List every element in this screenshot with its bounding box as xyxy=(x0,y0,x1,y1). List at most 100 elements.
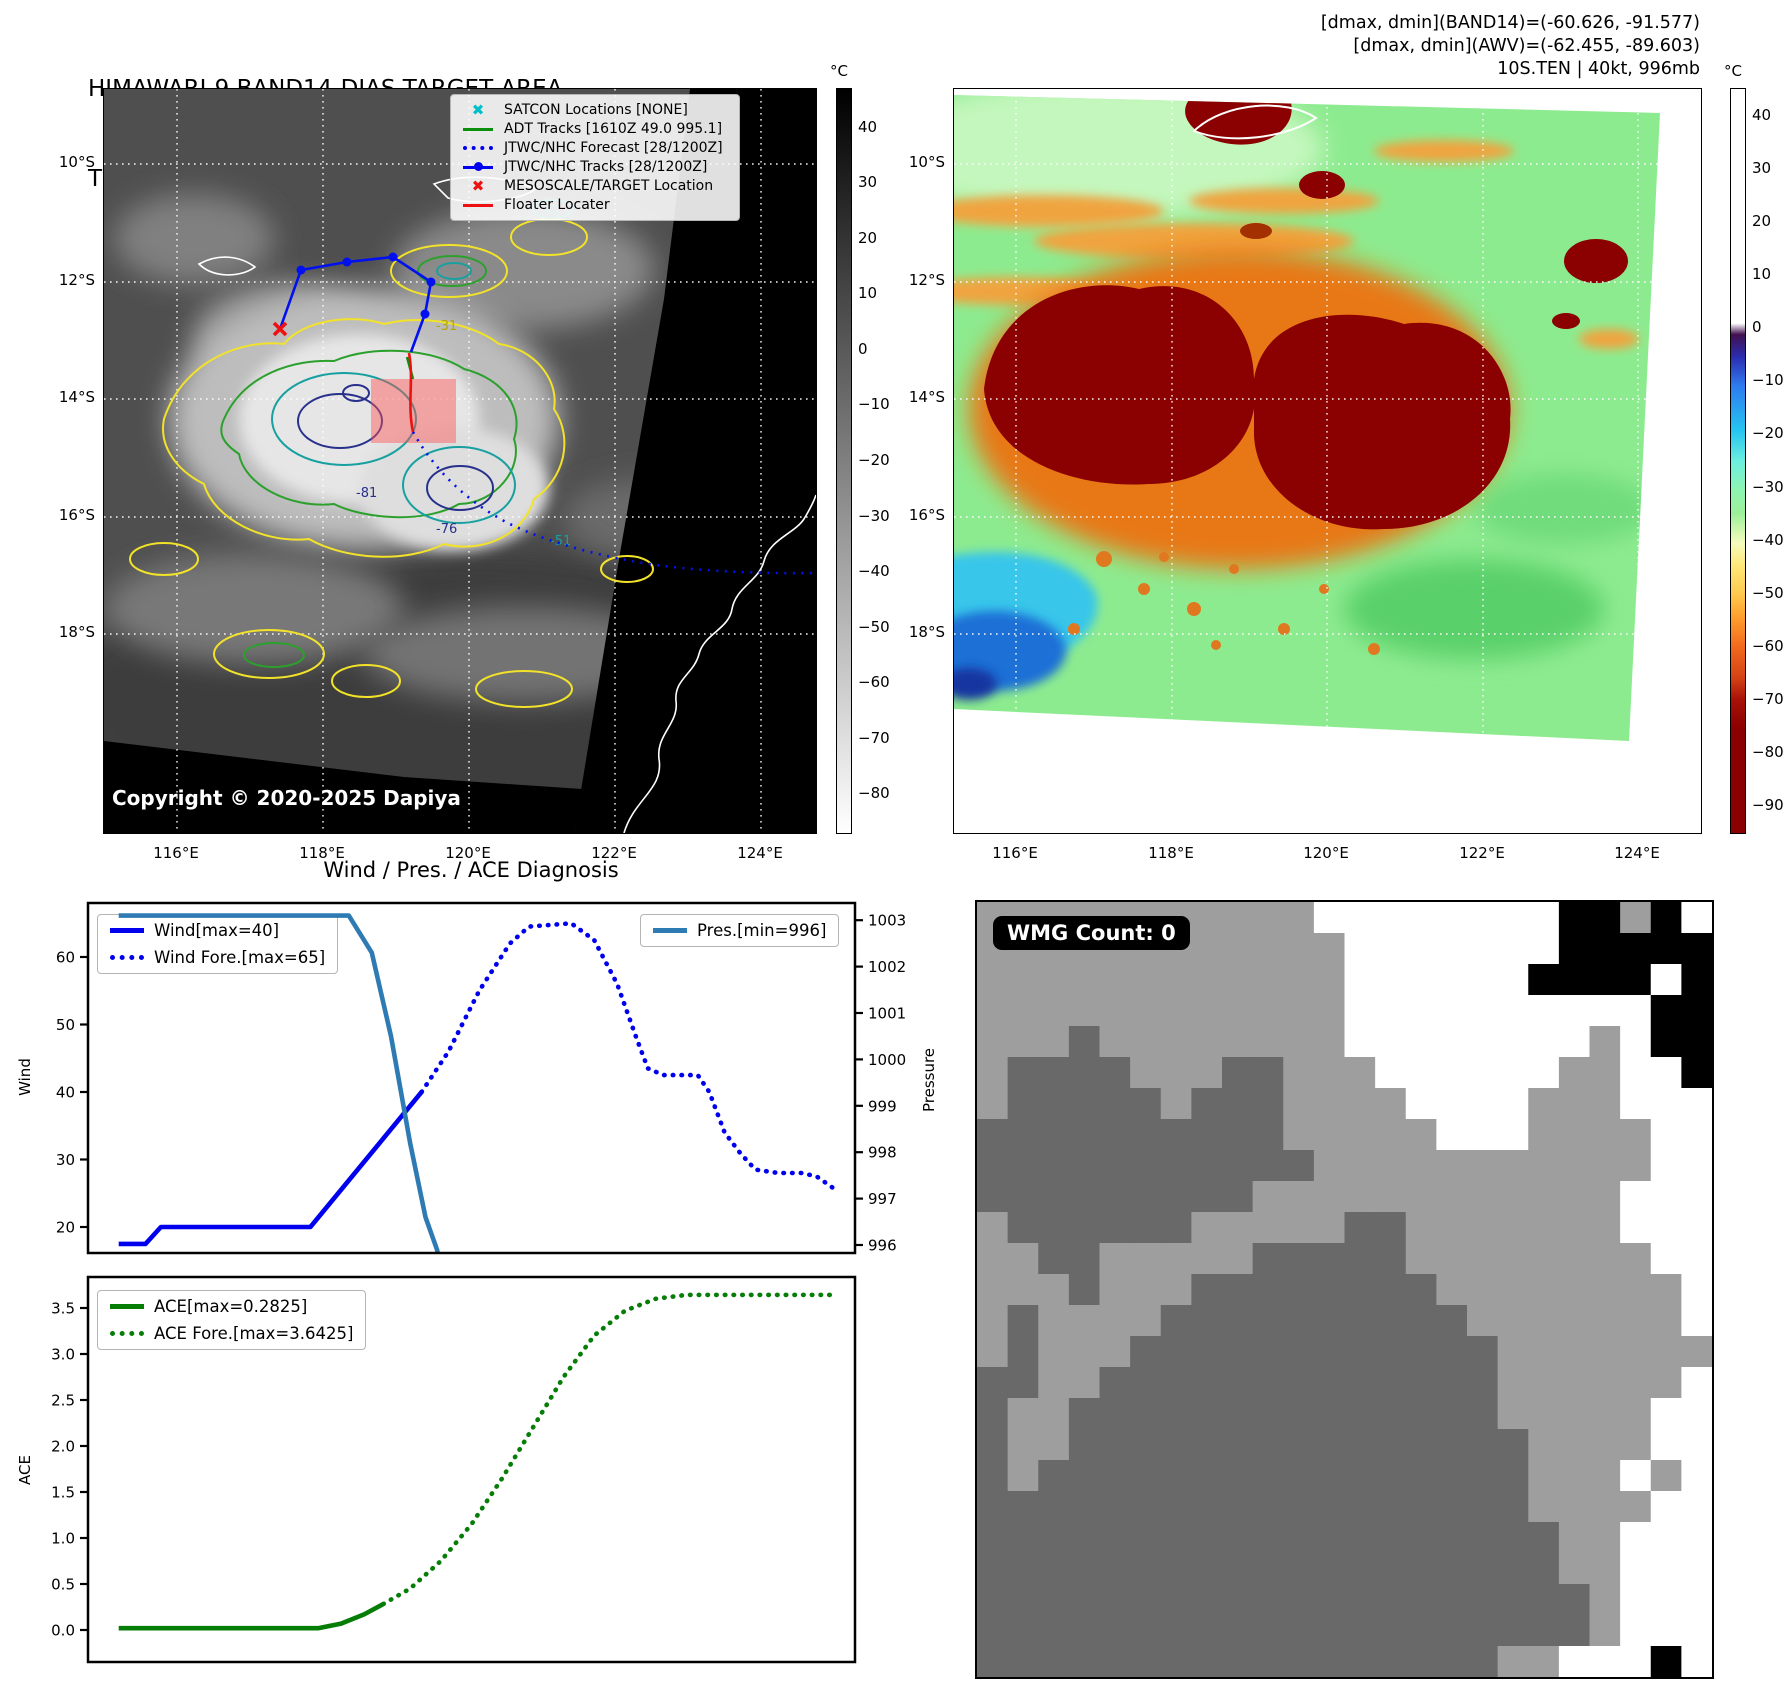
awv-colorbar xyxy=(1730,88,1746,834)
temperature-contours xyxy=(129,199,654,708)
legend-label: Floater Locater xyxy=(504,197,610,213)
lat-tick-label: 18°S xyxy=(58,623,95,641)
lat-tick-label: 14°S xyxy=(908,388,945,406)
line-sample-icon xyxy=(110,1304,144,1309)
legend-item: JTWC/NHC Forecast [28/1200Z] xyxy=(461,140,729,156)
lat-tick-label: 10°S xyxy=(58,153,95,171)
svg-text:ACE: ACE xyxy=(16,1455,34,1485)
svg-text:2.0: 2.0 xyxy=(51,1438,75,1456)
svg-text:3.5: 3.5 xyxy=(51,1300,75,1318)
pressure-legend: Pres.[min=996] xyxy=(640,914,840,947)
contour-navy xyxy=(297,384,494,511)
band14-colorbar xyxy=(836,88,852,834)
wind-legend: Wind[max=40] Wind Fore.[max=65] xyxy=(97,914,339,974)
svg-text:0.0: 0.0 xyxy=(51,1622,75,1640)
colorbar-tick-label: 10 xyxy=(1752,265,1772,283)
svg-text:0.5: 0.5 xyxy=(51,1576,75,1594)
colorbar-tick-label: −70 xyxy=(858,728,890,747)
wmg-grid xyxy=(977,902,1712,1677)
svg-text:50: 50 xyxy=(56,1016,75,1034)
colorbar-tick-label: −40 xyxy=(1752,530,1784,549)
awv-map-canvas xyxy=(954,89,1701,833)
contour-label: -76 xyxy=(436,522,457,537)
legend-label: JTWC/NHC Tracks [28/1200Z] xyxy=(504,159,708,175)
colorbar-tick-label: 10 xyxy=(858,284,878,303)
legend-item: Floater Locater xyxy=(461,197,729,213)
colorbar-tick-label: −20 xyxy=(858,451,890,469)
ace-legend: ACE[max=0.2825] ACE Fore.[max=3.6425] xyxy=(97,1290,367,1350)
lon-tick-label: 124°E xyxy=(737,844,783,862)
legend-label: MESOSCALE/TARGET Location xyxy=(504,178,714,194)
colorbar-tick-label: −50 xyxy=(1752,583,1784,602)
colorbar-tick-label: −30 xyxy=(1752,477,1784,496)
colorbar-tick-label: −60 xyxy=(858,673,890,692)
svg-text:60: 60 xyxy=(56,949,75,967)
contour-yellow xyxy=(129,218,654,708)
contour-label: -51 xyxy=(550,534,571,549)
legend-item: Wind[max=40] xyxy=(110,921,325,940)
line-sample-icon xyxy=(461,203,495,207)
colorbar-tick-label: −80 xyxy=(1752,743,1784,762)
lon-tick-label: 120°E xyxy=(445,844,491,862)
wmg-panel: WMG Count: 0 xyxy=(975,900,1714,1679)
line-sample-icon xyxy=(461,162,495,171)
legend-item: ACE Fore.[max=3.6425] xyxy=(110,1324,353,1343)
svg-text:Wind: Wind xyxy=(16,1058,34,1096)
legend-item: ✖ MESOSCALE/TARGET Location xyxy=(461,178,729,194)
cold-cloud-cores xyxy=(984,95,1628,530)
svg-text:997: 997 xyxy=(868,1190,897,1208)
colorbar-tick-label: 0 xyxy=(858,339,868,358)
grid-lines xyxy=(954,89,1701,833)
wmg-count-badge: WMG Count: 0 xyxy=(993,916,1190,950)
colorbar-tick-label: −10 xyxy=(858,395,890,414)
svg-text:996: 996 xyxy=(868,1237,897,1255)
svg-text:1.0: 1.0 xyxy=(51,1530,75,1548)
legend-item: JTWC/NHC Tracks [28/1200Z] xyxy=(461,159,729,175)
band14-legend: ✖ SATCON Locations [NONE] ADT Tracks [1610… xyxy=(450,94,740,221)
colorbar-tick-label: 20 xyxy=(1752,211,1772,230)
colorbar-tick-label: −40 xyxy=(858,562,890,581)
line-sample-icon xyxy=(110,928,144,933)
lon-tick-label: 116°E xyxy=(153,844,199,862)
legend-item: ACE[max=0.2825] xyxy=(110,1297,353,1316)
svg-text:30: 30 xyxy=(56,1151,75,1169)
lon-tick-label: 122°E xyxy=(591,844,637,862)
legend-label: ACE[max=0.2825] xyxy=(154,1297,308,1316)
colorbar-tick-label: 40 xyxy=(858,117,878,136)
line-sample-icon xyxy=(653,928,687,933)
x-marker-icon: ✖ xyxy=(471,101,485,119)
legend-label: Wind[max=40] xyxy=(154,921,280,940)
colorbar-tick-label: −90 xyxy=(1752,796,1784,815)
colorbar-tick-label: −80 xyxy=(858,784,890,803)
svg-text:1003: 1003 xyxy=(868,912,906,930)
lat-tick-label: 12°S xyxy=(908,271,945,289)
colorbar-tick-label: 0 xyxy=(1752,318,1762,337)
diagnosis-figure: 20 30 40 50 60 996 997 998 999 1000 1001 1002 1003 0.… xyxy=(16,901,938,1664)
svg-text:20: 20 xyxy=(56,1219,75,1237)
lat-tick-label: 14°S xyxy=(58,388,95,406)
copyright: Copyright © 2020-2025 Dapiya xyxy=(112,786,461,810)
svg-text:40: 40 xyxy=(56,1084,75,1102)
svg-text:998: 998 xyxy=(868,1144,897,1162)
colorbar-tick-label: −70 xyxy=(1752,690,1784,709)
lat-tick-label: 12°S xyxy=(58,271,95,289)
contour-label: -31 xyxy=(436,319,457,334)
colorbar-tick-label: −30 xyxy=(858,506,890,525)
band14-colorbar-unit: °C xyxy=(830,62,848,80)
lon-tick-label: 118°E xyxy=(299,844,345,862)
colorbar-tick-label: 20 xyxy=(858,228,878,247)
x-marker-icon: ✖ xyxy=(471,177,485,195)
line-sample-icon xyxy=(110,955,144,960)
svg-text:1001: 1001 xyxy=(868,1005,906,1023)
line-sample-icon xyxy=(461,146,495,150)
lat-tick-label: 16°S xyxy=(908,506,945,524)
svg-text:1000: 1000 xyxy=(868,1051,906,1069)
info-line-awv: [dmax, dmin](AWV)=(-62.455, -89.603) xyxy=(1353,36,1700,56)
svg-text:1.5: 1.5 xyxy=(51,1484,75,1502)
legend-item: ✖ SATCON Locations [NONE] xyxy=(461,102,729,118)
cool-moist-region xyxy=(954,551,1098,700)
legend-item: Pres.[min=996] xyxy=(653,921,826,940)
legend-label: Pres.[min=996] xyxy=(697,921,827,940)
svg-text:999: 999 xyxy=(868,1097,897,1115)
